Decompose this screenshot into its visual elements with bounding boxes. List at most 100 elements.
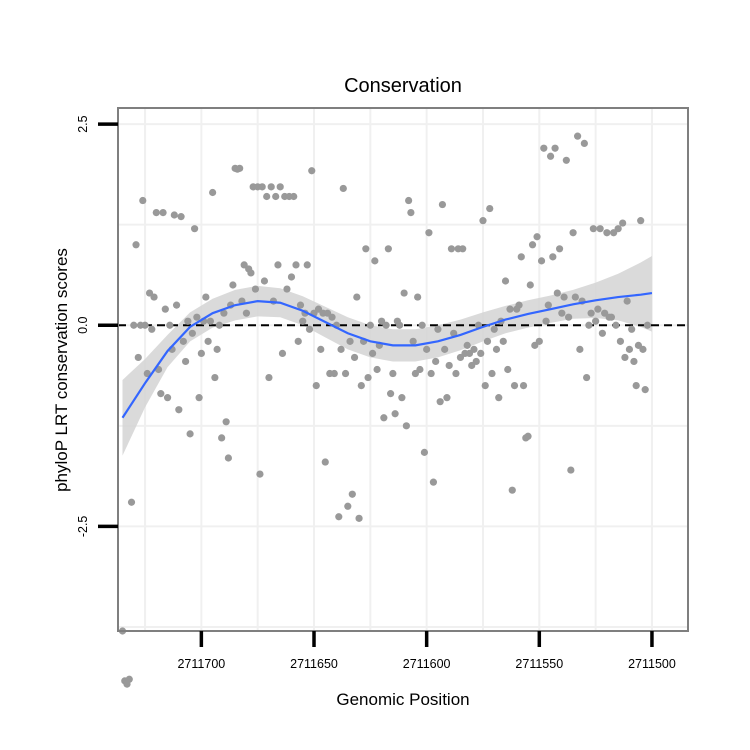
data-point [625, 345, 634, 353]
data-point [560, 293, 568, 301]
data-point [328, 313, 336, 321]
data-point [179, 337, 187, 345]
data-point [247, 269, 255, 277]
data-point [125, 675, 133, 683]
data-point [641, 386, 649, 394]
data-point [274, 261, 282, 269]
data-point [585, 321, 593, 329]
data-point [389, 369, 397, 378]
data-point [152, 209, 160, 217]
data-point [436, 398, 444, 406]
data-point [211, 373, 219, 382]
data-point [382, 321, 390, 329]
data-point [204, 337, 212, 345]
data-point [177, 213, 185, 221]
data-point [463, 341, 471, 349]
y-axis-label: phyloP LRT conservation scores [52, 248, 71, 492]
y-tick-label: 2.5 [76, 115, 90, 132]
data-point [278, 349, 287, 358]
data-point [643, 321, 652, 329]
data-point [486, 204, 494, 213]
data-point [447, 245, 456, 253]
data-point [528, 241, 537, 249]
data-point [308, 167, 316, 175]
data-point [459, 245, 467, 253]
data-point [265, 373, 273, 382]
x-axis-label: Genomic Position [336, 690, 469, 709]
data-point [637, 217, 645, 225]
data-point [569, 229, 577, 237]
data-point [445, 361, 453, 370]
data-point [429, 478, 438, 486]
data-point [209, 188, 217, 197]
data-point [612, 321, 620, 329]
data-point [508, 486, 516, 494]
data-point [141, 321, 149, 329]
data-point [418, 321, 426, 329]
data-point [134, 353, 142, 362]
data-point [317, 345, 325, 353]
data-point [639, 345, 647, 353]
data-point [526, 281, 534, 289]
data-point [589, 225, 597, 233]
data-point [619, 219, 627, 227]
data-point [580, 139, 588, 148]
data-point [222, 418, 230, 426]
data-point [357, 381, 365, 390]
data-point [481, 381, 489, 390]
y-axis-ticks: 2.5 0.0 -2.5 [76, 115, 118, 537]
x-tick-label: 2711600 [403, 657, 451, 671]
data-point [409, 337, 417, 345]
data-point [495, 394, 503, 402]
data-point [175, 406, 183, 414]
data-point [632, 381, 640, 390]
data-point [371, 257, 379, 265]
data-point [380, 414, 388, 422]
data-point [335, 513, 343, 521]
data-point [398, 394, 406, 402]
data-point [443, 394, 451, 402]
data-point [596, 225, 604, 233]
data-point [574, 132, 582, 140]
y-tick-label: -2.5 [76, 516, 90, 538]
smooth-fit-line [121, 291, 653, 419]
data-point [452, 369, 460, 378]
data-point [290, 192, 298, 201]
data-point [592, 317, 600, 325]
data-point [551, 144, 559, 152]
data-point [195, 394, 203, 402]
data-point [287, 273, 296, 281]
data-point [519, 381, 528, 390]
data-point [501, 277, 510, 285]
data-point [321, 458, 329, 466]
data-point [213, 345, 221, 353]
data-point [384, 245, 392, 253]
data-point [594, 305, 602, 313]
data-point [172, 301, 181, 309]
data-points [118, 132, 652, 688]
data-point [423, 345, 431, 353]
data-point [488, 369, 496, 378]
data-point [614, 225, 622, 233]
data-point [555, 245, 564, 253]
data-point [427, 369, 435, 378]
data-point [263, 192, 271, 201]
data-point [159, 209, 167, 217]
data-point [524, 432, 532, 440]
data-point [191, 225, 199, 233]
data-point [499, 337, 507, 345]
plot-panel [118, 108, 688, 631]
data-point [362, 245, 370, 253]
data-point [623, 297, 631, 305]
data-point [202, 293, 210, 301]
data-point [603, 229, 611, 237]
data-point [127, 498, 136, 506]
data-point [341, 369, 350, 378]
data-point [294, 337, 302, 345]
data-point [260, 277, 269, 285]
data-point [438, 200, 447, 209]
data-point [598, 329, 606, 337]
data-point [215, 321, 223, 329]
data-point [571, 293, 579, 301]
y-tick-label: 0.0 [76, 317, 90, 334]
